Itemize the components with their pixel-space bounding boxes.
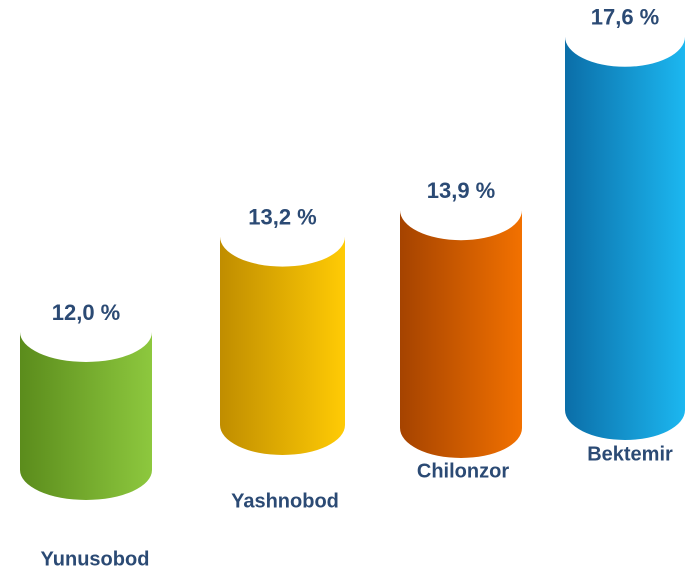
value-label: 13,9 % bbox=[427, 178, 496, 203]
bar bbox=[20, 332, 152, 500]
bar bbox=[400, 210, 522, 458]
category-label: Chilonzor bbox=[417, 460, 509, 482]
category-label: Yashnobod bbox=[231, 490, 339, 512]
bar bbox=[220, 236, 345, 455]
category-label: Yunusobod bbox=[41, 548, 150, 570]
value-label: 12,0 % bbox=[52, 300, 121, 325]
category-label: Bektemir bbox=[587, 443, 673, 465]
value-label: 13,2 % bbox=[248, 204, 317, 229]
bar bbox=[565, 36, 685, 441]
value-label: 17,6 % bbox=[591, 5, 660, 30]
